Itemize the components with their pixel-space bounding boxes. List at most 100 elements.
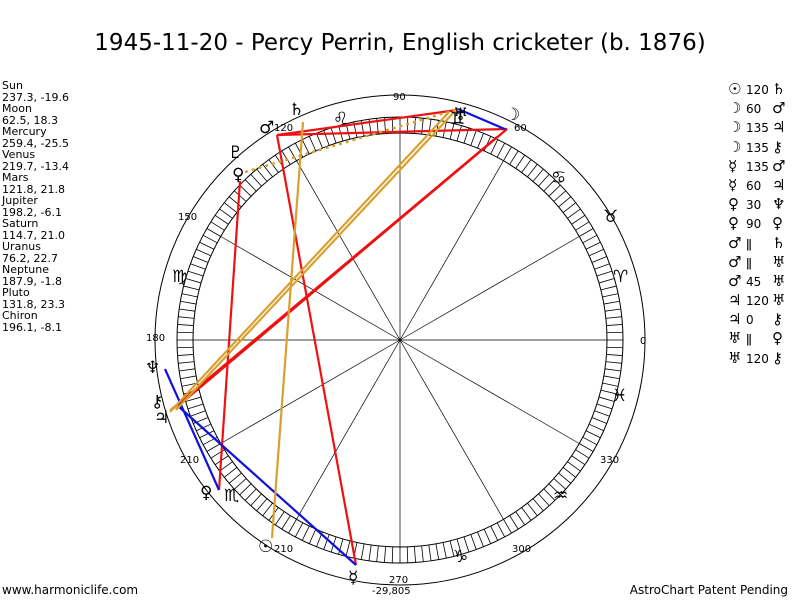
- sun-icon: ☉: [258, 537, 273, 557]
- degree-tick: [562, 467, 576, 478]
- degree-tick: [477, 531, 484, 547]
- aspect-planet-a: ☽: [728, 99, 742, 118]
- degree-tick: [470, 130, 477, 146]
- chiron-icon: ⚷: [151, 392, 163, 412]
- degree-tick: [470, 534, 477, 550]
- degree-tick: [562, 202, 576, 213]
- aspect-angle: 45: [746, 274, 762, 289]
- degree-tick: [543, 488, 556, 501]
- aspect-row: ☽ 135 ♃: [728, 118, 785, 137]
- aspect-planet-a: ♂: [728, 233, 742, 252]
- aspect-row: ☉ 120 ♄: [728, 80, 785, 99]
- aspect-planet-a: ♀: [728, 195, 739, 214]
- degree-tick: [558, 196, 572, 208]
- degree-tick: [606, 331, 623, 334]
- aspect-row: ♅ 120 ⚷: [728, 349, 785, 368]
- aspect-row: ☽ 135 ⚷: [728, 138, 785, 157]
- degree-tick: [575, 221, 590, 231]
- degree-tick: [442, 542, 447, 559]
- degree-tick: [532, 498, 544, 512]
- wheel-spoke: [296, 339, 401, 520]
- degree-tick: [224, 467, 238, 478]
- aspect-line: [177, 405, 357, 566]
- aspect-planet-a: ♅: [728, 329, 742, 348]
- aspect-line: [169, 111, 450, 413]
- degree-tick: [179, 308, 196, 312]
- degree-tick: [604, 368, 621, 372]
- aspect-angle: 60: [746, 102, 762, 117]
- degree-tick: [582, 234, 598, 244]
- aspect-planet-b: ♅: [772, 271, 786, 290]
- degree-tick: [602, 293, 619, 298]
- gemini-icon: ♊: [450, 109, 465, 129]
- degree-tick: [571, 214, 586, 225]
- planet-coords: 219.7, -13.4: [2, 159, 69, 173]
- degree-tick: [605, 361, 622, 364]
- degree-tick: [521, 159, 532, 173]
- degree-tick: [190, 410, 206, 417]
- degree-tick: [187, 403, 204, 410]
- degree-tick: [239, 184, 252, 197]
- wheel-spoke: [399, 339, 504, 520]
- degree-tick: [301, 525, 310, 541]
- aspect-planet-b: ♄: [772, 233, 786, 252]
- degree-tick: [604, 308, 621, 312]
- degree-tick: [178, 361, 195, 364]
- degree-tick: [181, 293, 198, 298]
- virgo-icon: ♍: [172, 267, 187, 287]
- planet-name: Venus: [2, 148, 36, 161]
- degree-tick: [239, 483, 252, 496]
- degree-tick: [579, 443, 594, 452]
- aspect-row: ♀ 30 ♆: [728, 195, 785, 214]
- planet-name: Moon: [2, 102, 32, 115]
- degree-label-300: 300: [512, 544, 531, 555]
- aspect-angle: 120: [746, 294, 769, 309]
- outer-ring: [154, 94, 646, 586]
- planet-coords: 196.1, -8.1: [2, 320, 62, 334]
- degree-tick: [202, 234, 218, 244]
- degree-tick: [214, 214, 229, 225]
- aspect-planet-a: ☿: [728, 156, 738, 175]
- degree-tick: [538, 174, 550, 187]
- aspect-angle: ǁ: [746, 255, 752, 270]
- aspect-line-dotted: [244, 108, 456, 174]
- aspect-angle: 135: [746, 140, 769, 155]
- aspect-planet-a: ♀: [728, 214, 739, 233]
- degree-tick: [368, 544, 372, 561]
- degree-ticks: [177, 117, 623, 563]
- degree-tick: [527, 502, 538, 516]
- degree-tick: [406, 546, 409, 563]
- venus-icon: ♀: [200, 483, 212, 503]
- aspect-list: ☉ 120 ♄ ☽ 60 ♂ ☽ 135 ♃ ☽ 135 ⚷ ☿ 135 ♂ ☿ 60 ♃ ♀ 30 ♆ ♀…: [728, 80, 785, 368]
- planet-name: Mars: [2, 171, 29, 184]
- aspect-row: ☿ 135 ♂: [728, 157, 785, 176]
- aspect-row: ♃ 120 ♅: [728, 291, 785, 310]
- degree-tick: [582, 436, 598, 446]
- footer-website-link[interactable]: www.harmoniclife.com: [2, 583, 139, 597]
- aspect-planet-a: ♃: [728, 310, 742, 329]
- degree-tick: [274, 511, 285, 526]
- aspect-angle: 135: [746, 159, 769, 174]
- degree-tick: [181, 382, 198, 387]
- aspect-planet-b: ⚷: [772, 310, 783, 329]
- degree-tick: [594, 263, 610, 270]
- mars-icon: ♂: [259, 118, 274, 138]
- degree-tick: [288, 519, 297, 534]
- aspect-angle: 120: [746, 83, 769, 97]
- degree-tick: [600, 389, 617, 395]
- degree-tick: [602, 382, 619, 387]
- degree-tick: [262, 502, 273, 516]
- aspect-line: [276, 127, 508, 137]
- degree-tick: [193, 256, 209, 263]
- degree-tick: [224, 202, 238, 213]
- degree-tick: [330, 127, 337, 144]
- degree-tick: [180, 375, 197, 380]
- aspect-row: ♀ 90 ♀: [728, 214, 785, 233]
- aspect-angle: 90: [746, 217, 762, 232]
- degree-label-180: 180: [146, 333, 165, 344]
- aspect-planet-b: ♂: [772, 99, 786, 118]
- degree-tick: [483, 528, 492, 544]
- wheel-spoke: [399, 339, 580, 444]
- planet-name: Sun: [2, 79, 23, 92]
- planet-coords: 198.2, -6.1: [2, 205, 62, 219]
